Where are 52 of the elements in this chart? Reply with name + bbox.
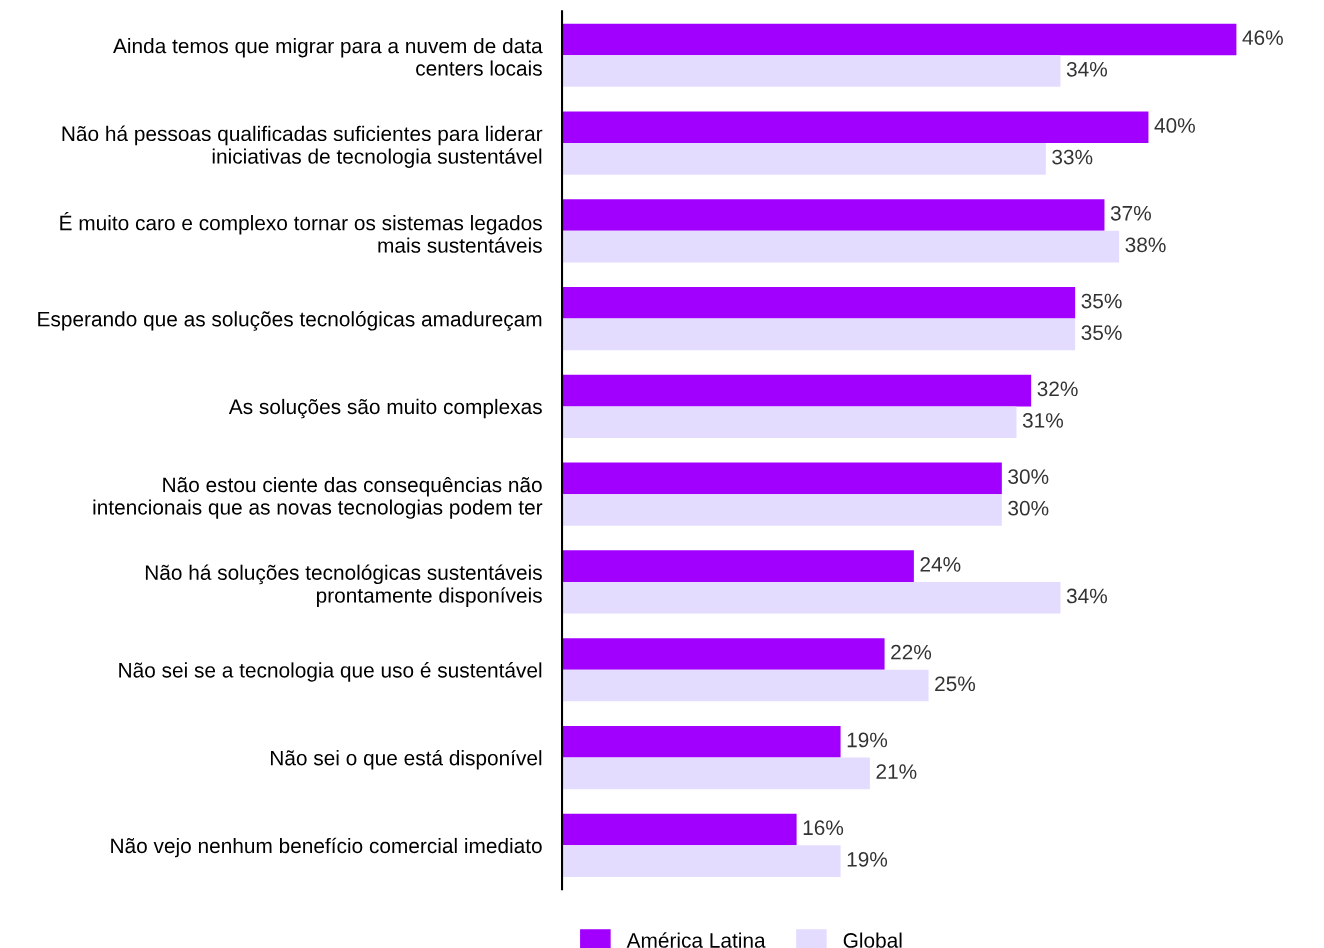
bar — [562, 757, 870, 790]
y-tick-label: Não estou ciente das consequências não intencionais que as novas tecnologias podem ter — [93, 476, 543, 519]
bar — [562, 638, 885, 670]
data-label: 35% — [1081, 293, 1122, 309]
legend-label: América Latina — [626, 932, 766, 948]
legend-label: Global — [843, 932, 902, 948]
data-label: 16% — [803, 820, 844, 836]
y-tick-label: As soluções são muito complexas — [228, 398, 542, 419]
data-label: 34% — [1066, 61, 1107, 77]
bar — [562, 669, 929, 702]
data-label: 22% — [891, 644, 932, 660]
data-label: 35% — [1081, 325, 1122, 341]
bar — [562, 287, 1076, 319]
bar — [562, 199, 1105, 231]
bar — [562, 111, 1149, 144]
y-tick-label: Ainda temos que migrar para a nuvem de data centers locais — [113, 38, 543, 76]
bar — [562, 143, 1046, 175]
bar — [562, 581, 1061, 614]
bar — [562, 23, 1237, 56]
bar — [562, 374, 1032, 407]
bar — [562, 725, 841, 758]
y-tick-label: Não vejo nenhum benefício comercial imediato — [111, 837, 542, 858]
data-label: 40% — [1154, 118, 1195, 133]
data-label: 30% — [1008, 500, 1049, 516]
data-label: 34% — [1066, 588, 1107, 604]
y-tick-label: Não sei o que está disponível — [271, 749, 542, 770]
bar — [562, 55, 1061, 87]
data-label: 32% — [1037, 381, 1078, 397]
bar — [562, 318, 1076, 351]
y-tick-label: Não sei se a tecnologia que uso é sustentável — [119, 662, 542, 682]
data-label: 33% — [1052, 149, 1093, 165]
data-label: 46% — [1242, 30, 1283, 46]
bar — [562, 550, 914, 582]
bar — [562, 845, 841, 877]
bar — [562, 494, 1002, 526]
y-tick-label: Não há pessoas qualificadas suficientes para liderar iniciativas de tecnologia sustentável — [62, 125, 543, 168]
data-label: 30% — [1008, 469, 1049, 484]
data-label: 21% — [876, 764, 917, 779]
bar — [562, 813, 797, 846]
data-label: 24% — [920, 557, 961, 572]
data-label: 19% — [847, 851, 888, 867]
y-tick-label: Não há soluções tecnológicas sustentáveis prontamente disponíveis — [145, 564, 542, 607]
bar — [562, 230, 1120, 263]
y-tick-label: Esperando que as soluções tecnológicas amadureçam — [38, 310, 542, 331]
data-label: 25% — [935, 676, 976, 692]
data-label: 19% — [847, 732, 888, 748]
bar — [562, 406, 1017, 439]
y-tick-label: É muito caro e complexo tornar os sistemas legados mais sustentáveis — [60, 212, 542, 253]
data-label: 31% — [1022, 413, 1064, 428]
bar — [562, 462, 1002, 495]
data-label: 38% — [1125, 237, 1166, 253]
data-label: 37% — [1110, 205, 1151, 221]
